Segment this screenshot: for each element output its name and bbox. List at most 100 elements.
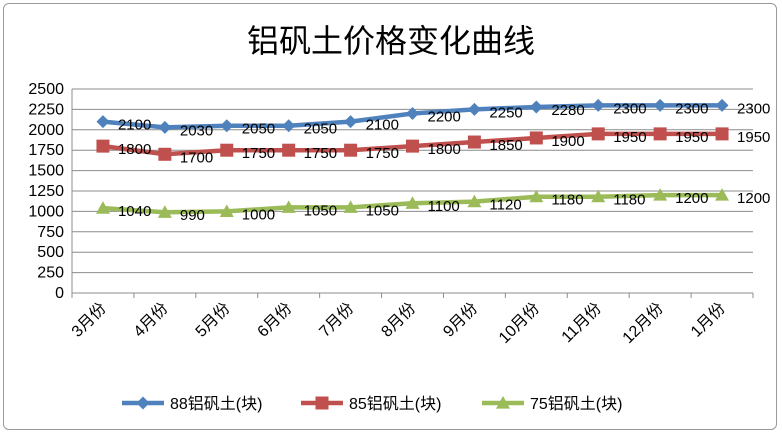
data-label-diamond: 2300 xyxy=(737,100,770,117)
data-point-triangle xyxy=(591,189,606,203)
data-label-triangle: 1050 xyxy=(366,202,399,219)
legend-marker-square xyxy=(315,396,329,410)
data-label-diamond: 2250 xyxy=(489,104,522,121)
data-point-square xyxy=(158,147,172,161)
data-point-diamond xyxy=(715,98,729,112)
chart-title: 铝矾土价格变化曲线 xyxy=(246,22,535,60)
data-label-square: 1800 xyxy=(428,141,461,158)
data-point-diamond xyxy=(282,119,296,133)
legend-label-square: 85铝矾土(块) xyxy=(349,395,441,413)
data-point-square xyxy=(653,127,667,141)
data-label-diamond: 2300 xyxy=(675,100,708,117)
x-tick-label: 10月份 xyxy=(495,299,543,347)
legend: 88铝矾土(块) 85铝矾土(块) 75铝矾土(块) xyxy=(122,395,622,413)
data-point-diamond xyxy=(158,120,172,134)
data-label-square: 1800 xyxy=(118,141,151,158)
data-point-square xyxy=(467,135,481,149)
legend-label-diamond: 88铝矾土(块) xyxy=(170,395,262,413)
legend-marker-triangle xyxy=(496,396,510,409)
data-label-square: 1950 xyxy=(675,129,708,146)
data-label-triangle: 1050 xyxy=(304,202,337,219)
x-tick-label: 5月份 xyxy=(192,299,234,341)
data-label-triangle: 1200 xyxy=(675,190,708,207)
y-tick-label: 1750 xyxy=(28,142,64,159)
data-point-square xyxy=(529,131,543,145)
data-label-diamond: 2050 xyxy=(304,121,337,138)
x-tick-label: 9月份 xyxy=(440,299,482,341)
legend-label-triangle: 75铝矾土(块) xyxy=(530,395,622,413)
x-tick-label: 8月份 xyxy=(378,299,420,341)
data-point-triangle xyxy=(343,200,358,213)
x-tick-label: 6月份 xyxy=(254,299,296,341)
data-point-square xyxy=(406,139,419,153)
data-label-square: 1750 xyxy=(366,145,399,162)
y-tick-label: 1000 xyxy=(28,203,64,220)
data-label-diamond: 2200 xyxy=(428,108,461,125)
data-point-triangle xyxy=(281,200,296,213)
data-label-triangle: 1180 xyxy=(551,192,583,209)
y-tick-label: 250 xyxy=(37,265,64,282)
y-tick-label: 2250 xyxy=(28,101,64,118)
data-point-diamond xyxy=(591,98,605,112)
data-label-triangle: 1200 xyxy=(737,190,770,207)
data-point-diamond xyxy=(467,102,481,116)
data-point-triangle xyxy=(219,204,234,217)
data-labels: 2100 2030 2050 2050 2100 2200 2250 2280 2300 2300… xyxy=(118,100,770,224)
data-label-square: 1850 xyxy=(489,137,522,154)
data-point-square xyxy=(96,139,110,153)
data-label-diamond: 2030 xyxy=(180,122,213,139)
data-point-triangle xyxy=(157,205,172,218)
data-label-square: 1700 xyxy=(180,149,213,166)
series-group xyxy=(95,98,730,218)
data-point-triangle xyxy=(467,194,482,208)
data-point-triangle xyxy=(529,189,544,203)
data-point-square xyxy=(344,143,358,157)
data-point-triangle xyxy=(653,188,668,201)
data-label-square: 1750 xyxy=(242,145,275,162)
data-label-triangle: 1180 xyxy=(613,192,645,209)
legend-marker-diamond xyxy=(136,396,150,410)
data-label-triangle: 1000 xyxy=(242,206,275,223)
y-tick-label: 0 xyxy=(55,285,64,302)
x-tick-label: 1月份 xyxy=(687,299,729,341)
y-tick-label: 1500 xyxy=(28,163,64,180)
data-point-diamond xyxy=(406,106,419,120)
data-label-diamond: 2050 xyxy=(242,121,275,138)
x-tick-label: 11月份 xyxy=(558,299,605,346)
x-tick-label: 7月份 xyxy=(316,299,358,341)
data-label-square: 1950 xyxy=(737,129,770,146)
data-label-triangle: 1040 xyxy=(118,203,151,220)
gridlines xyxy=(72,88,753,294)
data-point-diamond xyxy=(344,115,358,129)
data-point-diamond xyxy=(529,100,543,114)
data-point-triangle xyxy=(715,188,730,201)
data-label-square: 1950 xyxy=(613,129,646,146)
data-label-triangle: 1100 xyxy=(428,198,460,215)
data-point-square xyxy=(591,127,605,141)
y-tick-label: 2000 xyxy=(28,122,64,139)
data-point-triangle xyxy=(405,196,420,209)
x-tick-label: 3月份 xyxy=(68,299,110,341)
x-tick-label: 12月份 xyxy=(619,299,667,347)
data-label-square: 1750 xyxy=(304,145,337,162)
data-label-diamond: 2100 xyxy=(366,117,399,134)
data-label-triangle: 990 xyxy=(180,207,205,224)
data-point-triangle xyxy=(95,201,110,214)
y-tick-label: 2500 xyxy=(28,81,64,98)
data-label-triangle: 1120 xyxy=(489,197,521,214)
data-point-square xyxy=(282,143,296,157)
data-point-square xyxy=(220,143,234,157)
y-tick-label: 750 xyxy=(37,224,64,241)
data-point-diamond xyxy=(653,98,667,112)
y-tick-label: 1250 xyxy=(28,183,64,200)
y-tick-label: 500 xyxy=(37,244,64,261)
x-tick-label: 4月份 xyxy=(130,299,172,341)
data-label-diamond: 2100 xyxy=(118,117,151,134)
chart-frame xyxy=(3,3,777,430)
data-point-diamond xyxy=(220,119,234,133)
data-point-diamond xyxy=(96,115,110,129)
data-point-square xyxy=(715,127,729,141)
data-label-square: 1900 xyxy=(551,133,584,150)
data-label-diamond: 2280 xyxy=(551,102,584,119)
